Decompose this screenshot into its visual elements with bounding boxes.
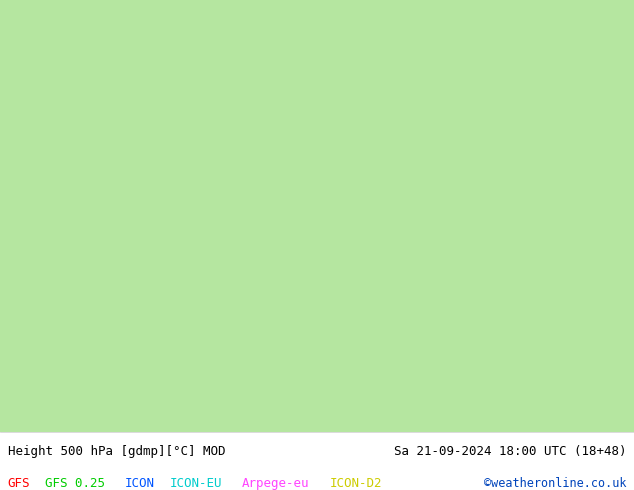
Text: Arpege-eu: Arpege-eu: [242, 477, 309, 490]
Text: GFS: GFS: [8, 477, 30, 490]
Text: ©weatheronline.co.uk: ©weatheronline.co.uk: [484, 477, 626, 490]
Text: GFS 0.25: GFS 0.25: [44, 477, 105, 490]
Text: Sa 21-09-2024 18:00 UTC (18+48): Sa 21-09-2024 18:00 UTC (18+48): [394, 445, 626, 458]
Text: ICON: ICON: [124, 477, 155, 490]
Text: Height 500 hPa [gdmp][°C] MOD: Height 500 hPa [gdmp][°C] MOD: [8, 445, 225, 458]
Text: ICON-EU: ICON-EU: [170, 477, 223, 490]
Text: ICON-D2: ICON-D2: [330, 477, 382, 490]
